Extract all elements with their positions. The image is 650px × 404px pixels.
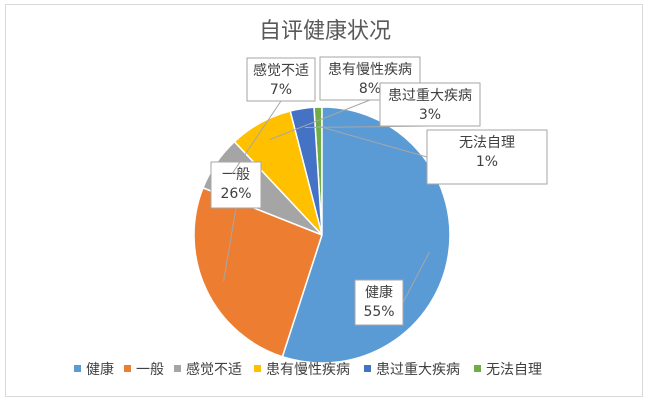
data-label-percent: 1% [476, 154, 498, 170]
callout-leader [269, 99, 371, 141]
legend-label: 一般 [136, 362, 164, 378]
chart-legend: 健康 一般 感觉不适 患有慢性疾病 患过重大疾病 无法自理 [74, 361, 542, 378]
callout-box [246, 57, 316, 102]
data-label-percent: 8% [359, 81, 381, 97]
callout-leader [223, 207, 237, 282]
data-label-category: 患过重大疾病 [388, 88, 472, 104]
data-label-category: 患有慢性疾病 [328, 61, 412, 78]
legend-label: 健康 [86, 361, 114, 378]
data-label-category: 无法自理 [459, 135, 515, 151]
legend-label: 无法自理 [486, 362, 542, 378]
legend-label: 感觉不适 [186, 361, 242, 378]
data-label-percent: 3% [419, 107, 441, 123]
legend-swatch [74, 365, 81, 372]
callout-leader [402, 251, 430, 303]
pie-slice [193, 186, 323, 358]
callout-leader [318, 125, 428, 158]
legend-swatch [124, 365, 131, 372]
legend-swatch [474, 365, 481, 372]
data-label-callouts: 健康 55% 一般 26% 感觉不适 7% 患有慢性疾病 8% 患过重大疾病 3% 无法自理 1% [210, 56, 548, 326]
data-label-percent: 55% [363, 304, 394, 320]
legend-swatch [174, 365, 181, 372]
callout-leader [231, 100, 282, 175]
data-label-percent: 7% [270, 82, 292, 98]
legend-swatch [364, 365, 371, 372]
callout-box [379, 82, 481, 127]
legend-label: 患有慢性疾病 [266, 361, 350, 378]
callout-box [354, 279, 404, 326]
callout-box [426, 129, 548, 185]
data-label-category: 感觉不适 [253, 62, 309, 79]
legend-swatch [254, 365, 261, 372]
legend-label: 患过重大疾病 [376, 362, 460, 378]
pie-slices [193, 106, 451, 364]
data-label-category: 一般 [222, 167, 250, 183]
data-label-category: 健康 [365, 284, 393, 301]
chart-title: 自评健康状况 [259, 19, 391, 44]
callout-box [210, 161, 262, 209]
data-label-percent: 26% [220, 186, 251, 202]
